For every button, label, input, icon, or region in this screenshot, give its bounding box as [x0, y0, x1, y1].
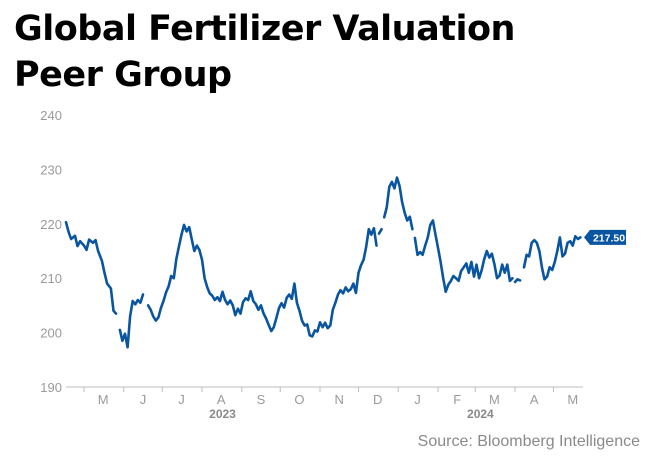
x-tick-label: S	[257, 392, 266, 407]
series-line	[522, 235, 582, 281]
x-tick-label: D	[373, 392, 382, 407]
last-value-marker: 217.50	[584, 229, 626, 245]
x-tick-label: J	[178, 392, 185, 407]
x-tick-label: A	[217, 392, 226, 407]
series-line	[377, 227, 383, 235]
x-axis-years: 2023 2024	[209, 407, 494, 421]
series-line	[118, 293, 145, 349]
x-tick-label: J	[140, 392, 147, 407]
y-tick-label: 190	[40, 380, 62, 395]
last-value-label: 217.50	[593, 232, 625, 244]
series-line	[413, 219, 514, 294]
y-axis: 190 200 210 220 230 240	[40, 108, 62, 395]
series-line	[146, 223, 378, 338]
x-tick-label: M	[567, 392, 578, 407]
y-tick-label: 210	[40, 271, 62, 286]
y-tick-label: 240	[40, 108, 62, 123]
series-line	[382, 176, 414, 231]
x-tick-label: A	[530, 392, 539, 407]
x-tick-label: M	[489, 392, 500, 407]
x-tick-label: N	[335, 392, 344, 407]
chart-title: Global Fertilizer Valuation Peer Group	[14, 6, 515, 98]
y-tick-label: 220	[40, 217, 62, 232]
series-line	[513, 278, 522, 284]
series	[64, 176, 582, 349]
x-tick-label: F	[453, 392, 461, 407]
series-line	[64, 220, 118, 315]
year-label: 2024	[467, 407, 494, 421]
last-value-badge	[584, 229, 626, 245]
y-tick-label: 200	[40, 326, 62, 341]
chart-source: Source: Bloomberg Intelligence	[417, 433, 640, 450]
x-tick-label: M	[98, 392, 109, 407]
year-label: 2023	[209, 407, 236, 421]
chart-title-line-2: Peer Group	[14, 55, 232, 95]
x-tick-label: J	[414, 392, 421, 407]
y-tick-label: 230	[40, 162, 62, 177]
chart-title-line-1: Global Fertilizer Valuation	[14, 9, 515, 49]
x-tick-label: O	[294, 392, 304, 407]
